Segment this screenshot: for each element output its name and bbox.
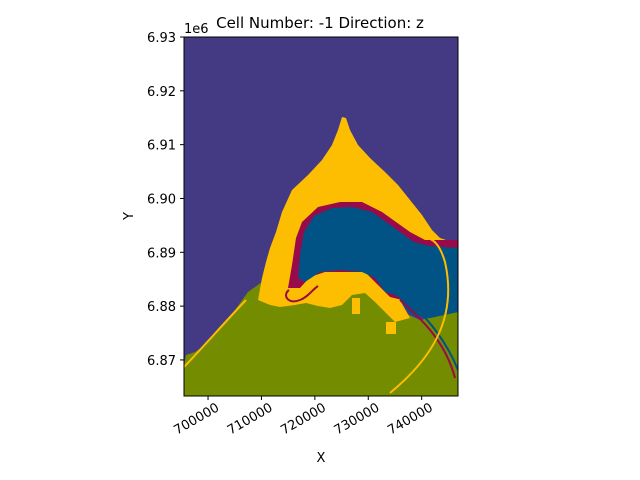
crimson-fault-line <box>399 299 456 379</box>
y-tick-label: 6.89 <box>147 246 176 261</box>
x-tick-label: 710000 <box>225 400 275 438</box>
y-axis-label: Y <box>122 212 137 221</box>
y-tick-label: 6.93 <box>147 31 176 46</box>
axes-frame <box>183 36 459 397</box>
yellow-outcrop <box>317 296 325 306</box>
yellow-left-line <box>184 299 247 368</box>
y-tick-label: 6.90 <box>147 192 176 207</box>
yellow-outcrop <box>386 322 396 334</box>
unit-blue-region <box>298 207 458 318</box>
y-tick-label: 6.91 <box>147 139 176 154</box>
y-tick-label: 6.88 <box>147 300 176 315</box>
y-tick-label: 6.87 <box>147 354 176 369</box>
crimson-contact-line <box>285 285 319 303</box>
y-axis: 6.87 6.88 6.89 6.90 6.91 6.92 6.93 <box>147 31 184 369</box>
x-tick-label: 720000 <box>278 400 328 438</box>
x-tick-label: 740000 <box>385 400 435 438</box>
plot-area <box>184 37 458 396</box>
x-tick-label: 700000 <box>172 400 222 438</box>
yellow-fault-line <box>389 237 450 394</box>
x-axis-label: X <box>317 451 326 466</box>
x-tick-label: 730000 <box>332 400 382 438</box>
y-tick-label: 6.92 <box>147 85 176 100</box>
chart-title: Cell Number: -1 Direction: z <box>216 14 424 32</box>
x-axis: 700000 710000 720000 730000 740000 <box>172 396 436 438</box>
y-offset-text: 1e6 <box>184 22 209 37</box>
yellow-outcrop <box>352 298 360 314</box>
